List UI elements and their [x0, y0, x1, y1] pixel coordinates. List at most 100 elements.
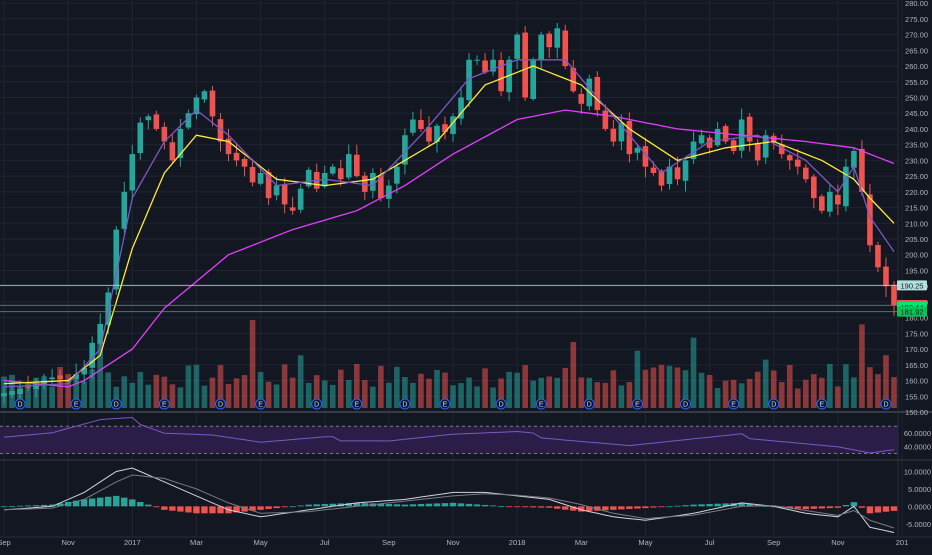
candle[interactable] [859, 140, 865, 196]
candle[interactable] [217, 113, 224, 152]
event-marker[interactable]: E [439, 398, 451, 410]
event-marker[interactable]: E [816, 398, 828, 410]
candle[interactable] [562, 24, 569, 70]
candle[interactable] [802, 164, 809, 183]
event-marker[interactable]: E [535, 398, 547, 410]
price-label[interactable]: 190.25 [897, 280, 927, 291]
candle[interactable] [570, 60, 577, 93]
candle[interactable] [746, 112, 753, 152]
candle[interactable] [329, 163, 336, 176]
event-marker[interactable]: D [110, 398, 122, 410]
candle[interactable] [594, 71, 601, 117]
candle[interactable] [353, 144, 360, 178]
candle[interactable] [690, 131, 697, 164]
candle[interactable] [289, 196, 296, 215]
time-axis[interactable]: Sep Nov 2017 Mar May Jul Sep Nov 2018 Mar May Jul Se… [0, 536, 932, 547]
candle[interactable] [610, 119, 617, 147]
candle[interactable] [498, 52, 504, 97]
candle[interactable] [827, 185, 833, 217]
event-marker[interactable]: D [495, 398, 507, 410]
candle[interactable] [1, 387, 7, 404]
candle[interactable] [819, 193, 825, 214]
candle[interactable] [97, 313, 104, 347]
event-marker[interactable]: D [14, 398, 26, 410]
candle[interactable] [241, 156, 248, 177]
candle[interactable] [578, 88, 585, 114]
event-marker[interactable]: D [399, 398, 411, 410]
candle[interactable] [153, 110, 160, 132]
candle[interactable] [426, 116, 432, 146]
candle[interactable] [49, 368, 55, 385]
candle[interactable] [233, 142, 240, 167]
candle[interactable] [538, 31, 545, 70]
candle[interactable] [602, 104, 609, 132]
candle[interactable] [145, 114, 152, 130]
candle[interactable] [738, 108, 745, 159]
candle[interactable] [875, 241, 881, 273]
candle[interactable] [410, 111, 416, 136]
candle[interactable] [618, 114, 625, 151]
candle[interactable] [546, 31, 553, 59]
candle[interactable] [113, 225, 120, 295]
candle[interactable] [811, 173, 817, 209]
candle[interactable] [185, 109, 192, 130]
event-marker[interactable]: D [680, 398, 692, 410]
candle[interactable] [891, 281, 897, 316]
candle[interactable] [851, 148, 857, 179]
candle[interactable] [794, 148, 801, 175]
candle[interactable] [297, 184, 304, 214]
candle[interactable] [265, 169, 272, 206]
candle[interactable] [434, 123, 440, 153]
candle[interactable] [522, 26, 528, 101]
candle[interactable] [362, 171, 368, 201]
event-marker[interactable]: E [255, 398, 267, 410]
candle[interactable] [337, 159, 344, 187]
event-marker[interactable]: E [728, 398, 740, 410]
candle[interactable] [370, 168, 376, 199]
candle[interactable] [121, 181, 128, 233]
candle[interactable] [634, 143, 641, 161]
candle[interactable] [458, 86, 464, 125]
candle[interactable] [482, 53, 488, 75]
candle[interactable] [474, 55, 480, 65]
candle[interactable] [883, 257, 889, 298]
candle[interactable] [490, 49, 496, 76]
candle[interactable] [177, 118, 184, 167]
event-marker[interactable]: E [631, 398, 643, 410]
candle[interactable] [666, 158, 673, 190]
candle[interactable] [394, 162, 400, 194]
candle[interactable] [313, 163, 320, 192]
price-label[interactable]: 181.92 [897, 306, 927, 317]
event-marker[interactable]: D [880, 398, 892, 410]
candle[interactable] [169, 133, 176, 164]
candle[interactable] [514, 32, 520, 70]
candle[interactable] [530, 57, 536, 101]
candle[interactable] [682, 156, 689, 192]
candle[interactable] [674, 156, 681, 186]
candle[interactable] [209, 85, 216, 127]
event-marker[interactable]: E [70, 398, 82, 410]
candle[interactable] [249, 158, 256, 187]
candle[interactable] [843, 158, 849, 212]
candle[interactable] [706, 134, 713, 154]
candle[interactable] [9, 385, 15, 398]
event-marker[interactable]: D [311, 398, 323, 410]
candle[interactable] [378, 167, 384, 202]
candle[interactable] [73, 363, 79, 384]
candle[interactable] [642, 137, 649, 178]
candle[interactable] [418, 109, 424, 132]
candle[interactable] [786, 153, 793, 170]
candle[interactable] [442, 116, 448, 140]
candle[interactable] [450, 113, 456, 142]
candle[interactable] [554, 22, 561, 59]
candle[interactable] [33, 378, 39, 398]
candle[interactable] [714, 121, 721, 147]
event-marker[interactable]: E [158, 398, 170, 410]
candle[interactable] [161, 122, 168, 150]
candle[interactable] [466, 52, 472, 108]
event-marker[interactable]: D [214, 398, 226, 410]
candle[interactable] [762, 130, 769, 164]
candle[interactable] [281, 177, 288, 214]
candle[interactable] [698, 129, 705, 146]
